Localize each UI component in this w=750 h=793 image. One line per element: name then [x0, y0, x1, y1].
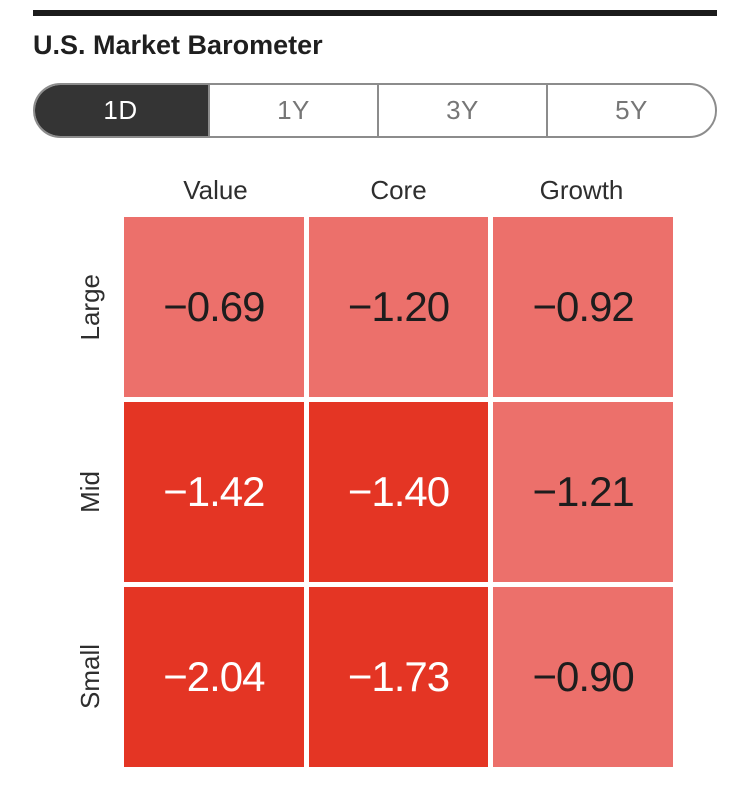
timeframe-3y-button[interactable]: 3Y — [377, 85, 546, 136]
column-header-growth: Growth — [539, 175, 624, 205]
heatmap-cell-mid-core[interactable]: −1.40 — [308, 402, 489, 582]
row-label-small: Small — [33, 587, 124, 767]
heatmap: Large Mid Small −0.69 −1.20 −0.92 −1.42 … — [33, 217, 717, 767]
column-header-core: Core — [370, 175, 427, 205]
row-label-small-text: Small — [75, 644, 105, 710]
heatmap-grid: −0.69 −1.20 −0.92 −1.42 −1.40 −1.21 −2.0… — [124, 217, 673, 767]
row-label-large-text: Large — [75, 273, 105, 341]
heatmap-cell-mid-value[interactable]: −1.42 — [124, 402, 304, 582]
timeframe-1d-button[interactable]: 1D — [35, 85, 208, 136]
heatmap-cell-large-value[interactable]: −0.69 — [124, 217, 304, 397]
heatmap-cell-small-growth[interactable]: −0.90 — [493, 587, 673, 767]
heatmap-cell-small-value[interactable]: −2.04 — [124, 587, 304, 767]
top-rule — [33, 10, 717, 16]
heatmap-column-headers: Value Core Growth — [124, 175, 673, 205]
heatmap-cell-large-core[interactable]: −1.20 — [308, 217, 489, 397]
heatmap-cell-large-growth[interactable]: −0.92 — [493, 217, 673, 397]
heatmap-row-labels: Large Mid Small — [33, 217, 124, 767]
timeframe-1y-button[interactable]: 1Y — [208, 85, 377, 136]
row-label-mid: Mid — [33, 402, 124, 582]
heatmap-cell-mid-growth[interactable]: −1.21 — [493, 402, 673, 582]
timeframe-5y-button[interactable]: 5Y — [546, 85, 715, 136]
timeframe-selector: 1D 1Y 3Y 5Y — [33, 83, 717, 138]
row-label-mid-text: Mid — [75, 471, 105, 513]
row-label-large: Large — [33, 217, 124, 397]
heatmap-cell-small-core[interactable]: −1.73 — [308, 587, 489, 767]
column-header-value: Value — [183, 175, 248, 205]
market-barometer-widget: U.S. Market Barometer 1D 1Y 3Y 5Y Value … — [33, 10, 717, 767]
page-title: U.S. Market Barometer — [33, 30, 323, 60]
